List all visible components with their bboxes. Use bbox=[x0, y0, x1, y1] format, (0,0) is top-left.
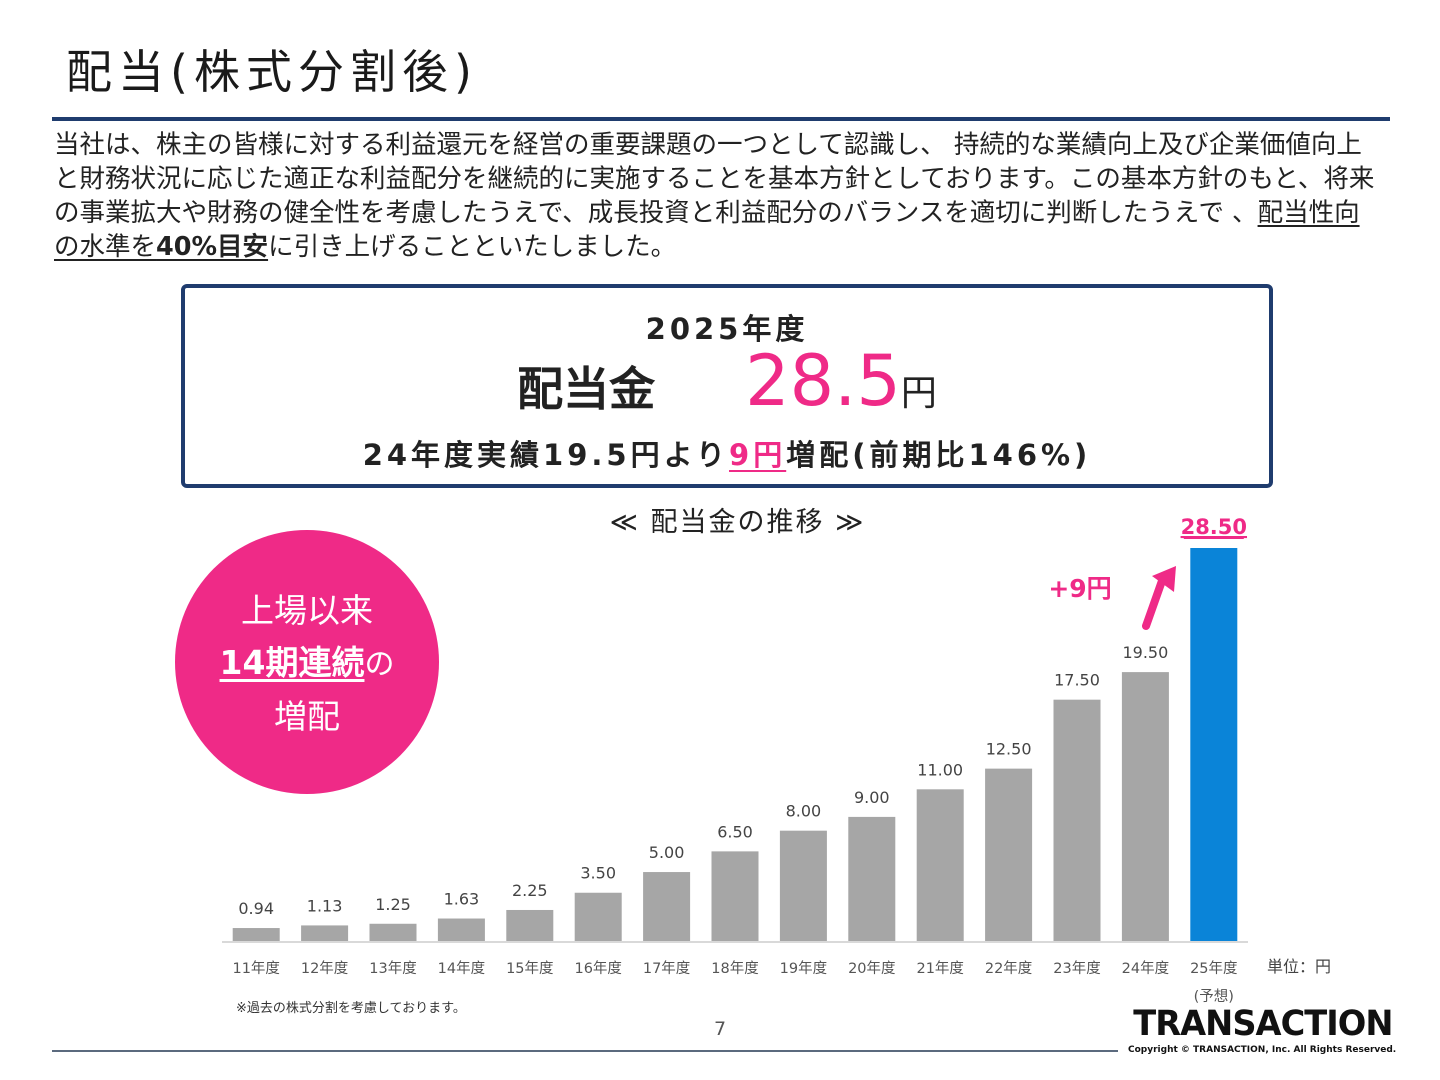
bar bbox=[985, 768, 1033, 941]
intro-text: 当社は、株主の皆様に対する利益還元を経営の重要課題の一つとして認識し、 持続的な… bbox=[54, 130, 1375, 228]
data-label: 1.25 bbox=[375, 895, 411, 914]
data-label: 5.00 bbox=[649, 843, 685, 862]
increase-arrow-head bbox=[1152, 566, 1176, 592]
company-logo: TRANSACTION bbox=[1133, 1004, 1393, 1044]
chart-title: ≪ 配当金の推移 ≫ bbox=[609, 507, 866, 538]
x-tick-label: 25年度 bbox=[1190, 960, 1237, 977]
data-label: 8.00 bbox=[786, 802, 822, 821]
x-tick-label: 24年度 bbox=[1122, 960, 1169, 977]
increase-arrow-shaft bbox=[1142, 574, 1167, 630]
dividend-summary-box: 2025年度 配当金 28.5円 24年度実績19.5円より9円増配(前期比146… bbox=[181, 284, 1273, 488]
badge-line-2: 14期連続の bbox=[175, 637, 439, 691]
footnote: ※過去の株式分割を考慮しております。 bbox=[236, 1001, 466, 1016]
badge-highlight: 14期連続 bbox=[219, 643, 365, 682]
bar bbox=[301, 925, 349, 941]
summary-note-prefix: 24年度実績19.5円より bbox=[362, 438, 730, 472]
increase-annotation: +9円 bbox=[1048, 574, 1111, 603]
summary-main-line: 配当金 28.5円 bbox=[185, 340, 1269, 422]
summary-note: 24年度実績19.5円より9円増配(前期比146%) bbox=[185, 432, 1269, 474]
page-number: 7 bbox=[713, 1018, 727, 1040]
bar bbox=[232, 928, 280, 941]
x-tick-label: 13年度 bbox=[369, 960, 416, 977]
intro-bold-text: 40%目安 bbox=[156, 232, 269, 262]
x-tick-label: 23年度 bbox=[1053, 960, 1100, 977]
bar bbox=[1190, 548, 1238, 941]
bar bbox=[1053, 699, 1101, 941]
data-label: 3.50 bbox=[580, 864, 616, 883]
badge-line-2-suffix: の bbox=[364, 647, 395, 682]
summary-year: 2025年度 bbox=[645, 312, 809, 346]
summary-unit: 円 bbox=[900, 373, 937, 414]
data-label: 1.63 bbox=[444, 890, 480, 909]
x-tick-label: 12年度 bbox=[301, 960, 348, 977]
bar bbox=[437, 918, 485, 941]
intro-paragraph: 当社は、株主の皆様に対する利益還元を経営の重要課題の一つとして認識し、 持続的な… bbox=[54, 128, 1384, 264]
footer-divider bbox=[52, 1050, 1118, 1052]
page-title: 配当(株式分割後) bbox=[66, 45, 478, 99]
data-label: 0.94 bbox=[238, 899, 274, 918]
bar bbox=[1121, 672, 1169, 941]
data-label: 1.13 bbox=[307, 896, 343, 915]
data-label: 11.00 bbox=[917, 760, 963, 779]
bar bbox=[506, 909, 554, 941]
title-divider bbox=[52, 117, 1390, 121]
bar bbox=[369, 923, 417, 941]
data-label: 2.25 bbox=[512, 881, 548, 900]
bar bbox=[574, 892, 622, 941]
intro-text-end: に引き上げることといたしました。 bbox=[268, 232, 677, 262]
x-tick-label: 19年度 bbox=[780, 960, 827, 977]
copyright: Copyright © TRANSACTION, Inc. All Rights… bbox=[1128, 1045, 1397, 1055]
data-label: 19.50 bbox=[1122, 643, 1168, 662]
summary-note-highlight: 9円 bbox=[729, 438, 787, 472]
summary-note-suffix: 増配(前期比146%) bbox=[786, 438, 1092, 472]
x-tick-label: 21年度 bbox=[916, 960, 963, 977]
unit-label: 単位：円 bbox=[1267, 957, 1332, 976]
data-label: 17.50 bbox=[1054, 671, 1100, 690]
data-label: 12.50 bbox=[986, 740, 1032, 759]
x-tick-label: 22年度 bbox=[985, 960, 1032, 977]
x-tick-label: 15年度 bbox=[506, 960, 553, 977]
data-label: 28.50 bbox=[1181, 515, 1247, 539]
intro-underline-text: 配当性向の水準を bbox=[54, 198, 1360, 262]
badge-line-3: 増配 bbox=[274, 697, 340, 736]
data-label: 6.50 bbox=[717, 822, 753, 841]
bar bbox=[643, 872, 691, 941]
x-tick-label: 17年度 bbox=[643, 960, 690, 977]
data-label: 9.00 bbox=[854, 788, 890, 807]
x-tick-label: 20年度 bbox=[848, 960, 895, 977]
summary-value: 28.5 bbox=[745, 340, 901, 422]
summary-label: 配当金 bbox=[517, 362, 656, 416]
bar bbox=[779, 830, 827, 941]
x-tick-sublabel: (予想) bbox=[1194, 988, 1234, 1005]
bar bbox=[711, 851, 759, 941]
x-tick-label: 16年度 bbox=[574, 960, 621, 977]
x-tick-label: 14年度 bbox=[438, 960, 485, 977]
x-tick-label: 11年度 bbox=[232, 960, 279, 977]
consecutive-increase-badge: 上場以来 14期連続の 増配 bbox=[175, 530, 439, 794]
x-tick-label: 18年度 bbox=[711, 960, 758, 977]
bar bbox=[848, 816, 896, 941]
badge-line-1: 上場以来 bbox=[241, 591, 373, 630]
bar bbox=[916, 789, 964, 941]
